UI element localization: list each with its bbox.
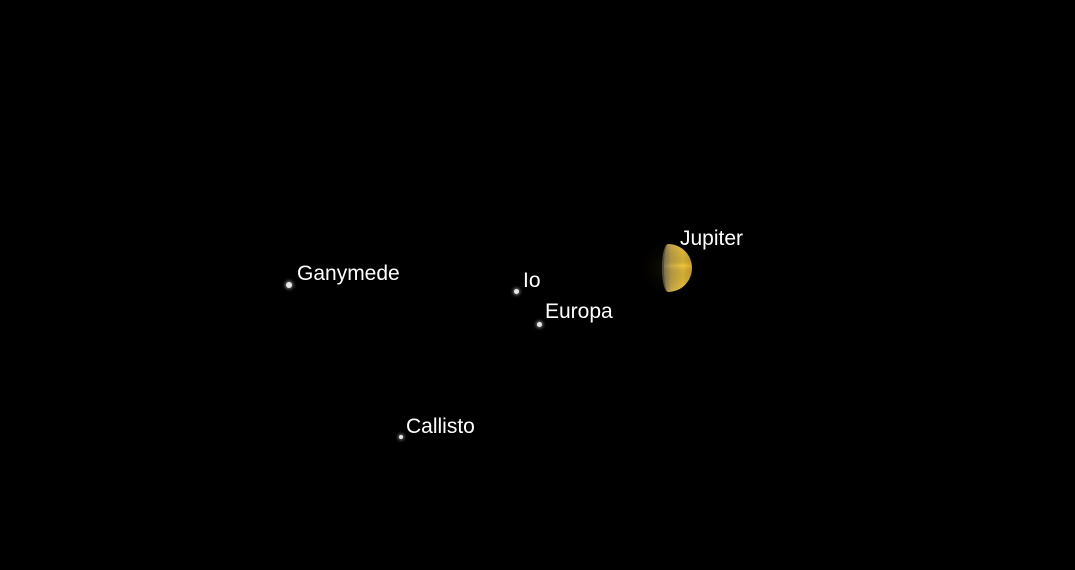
callisto-moon bbox=[399, 435, 403, 439]
io-moon bbox=[514, 289, 519, 294]
io-label: Io bbox=[523, 269, 541, 292]
europa-label: Europa bbox=[545, 300, 613, 323]
jupiter-disk-graphic bbox=[636, 236, 700, 300]
callisto-label: Callisto bbox=[406, 415, 475, 438]
jupiter-label: Jupiter bbox=[680, 227, 744, 250]
ganymede-label: Ganymede bbox=[297, 262, 400, 285]
europa-moon bbox=[537, 322, 542, 327]
jupiter-planet bbox=[636, 236, 700, 300]
ganymede-moon bbox=[286, 282, 292, 288]
